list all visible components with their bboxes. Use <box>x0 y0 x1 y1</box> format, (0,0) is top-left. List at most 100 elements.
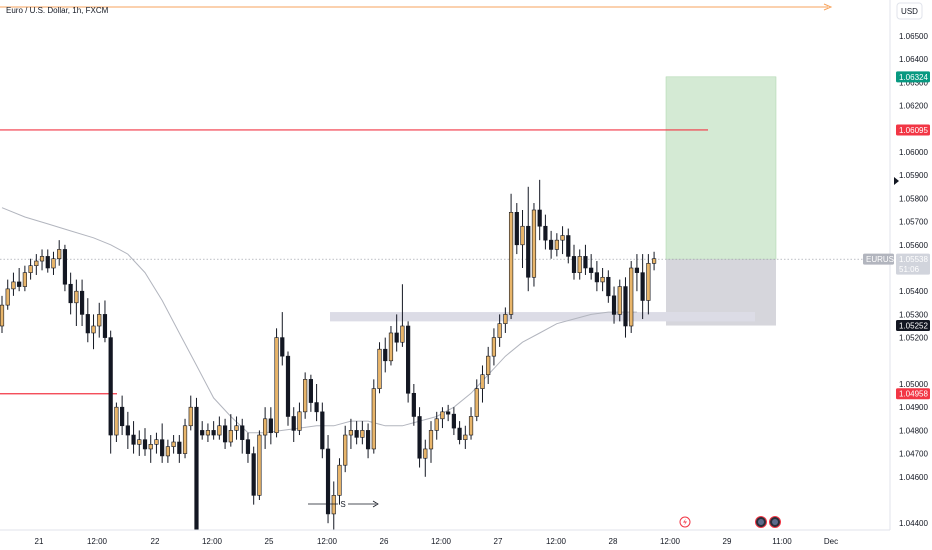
last-price-label: 1.05538 <box>899 255 928 264</box>
candle-body <box>108 337 113 436</box>
candle-body <box>91 325 96 334</box>
last-price-tag-background <box>896 253 930 275</box>
candle-body <box>291 416 296 431</box>
candle <box>137 430 142 456</box>
candle-body <box>406 325 411 394</box>
candle-body <box>17 281 22 287</box>
candle-body <box>388 332 394 362</box>
economic-event-icon[interactable] <box>755 516 767 528</box>
sell-marker-arrow-icon <box>372 500 379 508</box>
stop-price-tag-label: 1.05252 <box>899 322 928 331</box>
price-tick-label: 1.05300 <box>899 310 928 319</box>
candle <box>651 251 657 271</box>
dividend-event-icon[interactable] <box>679 516 691 528</box>
price-tick-label: 1.05400 <box>899 287 928 296</box>
candle <box>549 230 554 259</box>
candle <box>354 421 359 445</box>
candle-body <box>600 276 605 283</box>
candle-body <box>251 453 256 496</box>
candle <box>537 179 542 241</box>
resistance-price-tag[interactable]: 1.06095 <box>896 124 930 136</box>
candle-body <box>114 406 119 436</box>
candle-body <box>480 374 485 389</box>
candle-body <box>177 441 182 454</box>
candle-body <box>497 323 502 338</box>
candle <box>114 402 119 442</box>
candle <box>251 446 256 505</box>
candle <box>188 395 193 431</box>
candle-body <box>274 337 279 434</box>
candle <box>411 384 416 426</box>
price-tick-label: 1.06500 <box>899 32 928 41</box>
candle-body <box>417 416 422 459</box>
candle <box>285 351 291 426</box>
candle <box>566 228 571 264</box>
candle <box>365 423 371 459</box>
candle <box>623 277 628 338</box>
candle <box>617 279 622 322</box>
stop-price-tag[interactable]: 1.05252 <box>896 320 930 332</box>
candle <box>108 330 113 454</box>
candle <box>377 342 382 394</box>
candle <box>142 428 148 456</box>
candle-body <box>28 265 33 273</box>
time-axis-label: 11:00 <box>772 537 792 546</box>
candle-body <box>606 276 611 297</box>
take-profit-price-tag[interactable]: 1.06324 <box>896 71 930 83</box>
candle-body <box>268 418 273 434</box>
candle <box>434 411 439 440</box>
candle-body <box>543 225 548 241</box>
candle-body <box>200 430 205 436</box>
candle-body <box>446 411 451 415</box>
candle-body <box>400 325 405 343</box>
stop-price-tag-background <box>896 320 930 332</box>
candle-body <box>79 290 85 315</box>
price-tick-label: 1.05200 <box>899 334 928 343</box>
price-tick-label: 1.05800 <box>899 194 928 203</box>
candle-body <box>188 406 193 427</box>
candle <box>394 314 399 352</box>
economic-event-icon[interactable] <box>769 516 781 528</box>
candle <box>222 418 228 449</box>
scroll-right-icon[interactable] <box>894 177 899 185</box>
price-tick-label: 1.04900 <box>899 403 928 412</box>
candle <box>463 425 468 449</box>
time-axis-label: 27 <box>494 537 503 546</box>
time-axis-label: 12:00 <box>546 537 567 546</box>
take-profit-zone[interactable] <box>665 76 777 260</box>
time-axis-label: 12:00 <box>202 537 223 546</box>
candle <box>171 435 176 454</box>
time-axis-label: 28 <box>609 537 618 546</box>
symbol-tag[interactable]: EURUSD <box>863 253 900 265</box>
candle-body <box>314 402 319 413</box>
time-axis-label: 12:00 <box>87 537 108 546</box>
currency-button[interactable]: USD <box>896 2 923 20</box>
candle <box>320 402 325 459</box>
candle <box>514 203 519 255</box>
symbol-title[interactable]: Euro / U.S. Dollar, 1h, FXCM <box>6 6 109 15</box>
candle <box>308 374 313 412</box>
candle-body <box>257 434 262 496</box>
symbol-tag-label: EURUSD <box>866 255 900 264</box>
candle-body <box>514 212 519 246</box>
price-axis-background <box>890 0 932 550</box>
rectangle-zone[interactable] <box>330 312 755 322</box>
candle <box>337 458 342 505</box>
candle-body <box>554 239 559 250</box>
candle <box>205 423 211 442</box>
candle-body <box>85 314 90 334</box>
candle-body <box>51 258 56 269</box>
candle <box>314 384 319 422</box>
candle-body <box>120 406 125 427</box>
candle <box>17 268 22 292</box>
candle <box>371 379 376 454</box>
price-tick-label: 1.05600 <box>899 241 928 250</box>
support-price-tag[interactable]: 1.04958 <box>896 388 930 400</box>
candle <box>611 286 617 324</box>
time-axis-label: 12:00 <box>317 537 338 546</box>
candle <box>154 432 159 454</box>
candle-body <box>343 434 348 466</box>
price-tick-label: 1.05000 <box>899 380 928 389</box>
